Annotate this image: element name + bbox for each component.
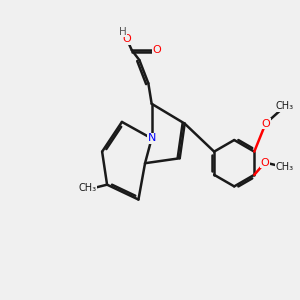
Text: CH₃: CH₃ xyxy=(276,101,294,111)
Text: O: O xyxy=(152,45,161,55)
Text: O: O xyxy=(261,158,269,167)
Text: CH₃: CH₃ xyxy=(276,162,294,172)
Text: N: N xyxy=(148,134,156,143)
Text: O: O xyxy=(122,34,131,44)
Text: O: O xyxy=(261,118,270,129)
Text: CH₃: CH₃ xyxy=(79,183,97,193)
Text: H: H xyxy=(118,27,126,37)
